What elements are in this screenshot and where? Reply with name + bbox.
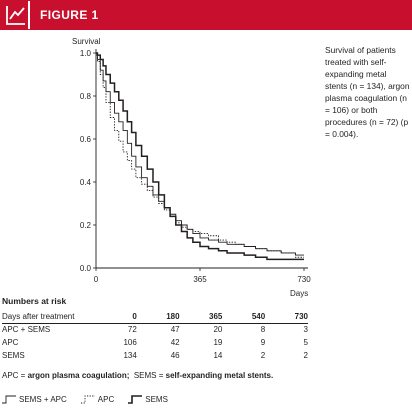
y-axis-label: Survival [72,37,101,46]
risk-cell: 47 [170,325,180,335]
risk-cell: 46 [170,351,180,360]
y-tick-label: 0.2 [80,221,92,230]
series-line-apc [96,52,304,258]
risk-cell: 134 [123,351,137,360]
risk-table-title: Numbers at risk [2,296,67,306]
risk-row-label: APC [2,338,19,347]
survival-chart: Survival 0 365 730 0.0 0.2 0.4 0.6 0.8 1.0 Days [72,37,311,298]
sems-definition: self-expanding metal stents. [165,371,274,380]
risk-cell: 20 [213,325,223,335]
legend-label: SEMS + APC [19,394,67,404]
figure-title: FIGURE 1 [40,8,99,22]
risk-row-label: APC + SEMS [2,325,51,335]
figure-panel [0,30,412,419]
risk-row-label: SEMS [2,351,25,360]
legend-label: SEMS [145,394,168,404]
risk-cell: 3 [303,325,308,335]
y-ticks: 0.0 0.2 0.4 0.6 0.8 1.0 [80,49,96,273]
figure-header: FIGURE 1 [0,0,412,30]
risk-cell: 5 [303,338,308,347]
legend-label: APC [97,394,115,404]
risk-cell: 2 [260,351,266,360]
table-row: APC 106 42 19 9 5 [2,336,308,349]
sems-sep: = [156,371,166,380]
legend-swatch-solid-thin [2,395,16,404]
apc-abbr: APC [2,371,19,380]
risk-col-0: 0 [132,311,137,321]
legend-swatch-solid-thick [128,395,143,404]
header-icon-box [2,1,30,29]
apc-sep: = [18,371,28,380]
risk-col-365: 365 [209,311,223,321]
y-tick-label: 0.6 [80,135,92,144]
table-row: APC + SEMS 72 47 20 8 3 [2,323,308,336]
risk-cell: 9 [260,338,266,347]
risk-cell: 42 [170,338,180,347]
chart-legend: SEMS + APC APC SEMS [2,392,182,406]
risk-col-180: 180 [166,311,180,321]
series-line-sems [96,52,304,261]
risk-cell: 8 [260,325,266,335]
legend-swatch-dotted [80,395,95,404]
risk-cell: 2 [303,351,308,360]
x-tick-label: 365 [193,275,207,284]
y-tick-label: 0.8 [80,92,92,101]
risk-table: Days after treatment 0 180 365 540 730 A… [2,310,308,362]
risk-cell: 19 [213,338,223,347]
x-tick-label: 0 [94,275,99,284]
x-tick-label: 730 [297,275,311,284]
y-tick-label: 0.4 [80,178,92,187]
abbreviation-note: APC = argon plasma coagulation; SEMS = s… [2,371,273,380]
risk-cell: 72 [127,325,137,335]
legend-item-apc: APC [80,394,115,404]
chart-series [96,52,304,261]
risk-cell: 106 [123,338,137,347]
risk-header-label: Days after treatment [2,311,75,321]
risk-col-540: 540 [251,311,266,321]
table-row: SEMS 134 46 14 2 2 [2,349,308,362]
figure-caption: Survival of patients treated with self-e… [325,45,410,139]
risk-cell: 14 [213,351,223,360]
legend-item-sems: SEMS [128,394,168,404]
y-tick-label: 1.0 [80,49,92,58]
chart-axes [95,49,308,269]
chart-line-icon [6,6,25,25]
risk-table-header-row: Days after treatment 0 180 365 540 730 [2,310,308,323]
y-tick-label: 0.0 [80,264,92,273]
x-ticks: 0 365 730 [94,268,311,284]
risk-col-730: 730 [294,311,308,321]
legend-item-sems-apc: SEMS + APC [2,394,67,404]
x-axis-label: Days [290,289,308,298]
sems-abbr: SEMS [133,371,157,380]
apc-definition: argon plasma coagulation; [27,371,130,380]
